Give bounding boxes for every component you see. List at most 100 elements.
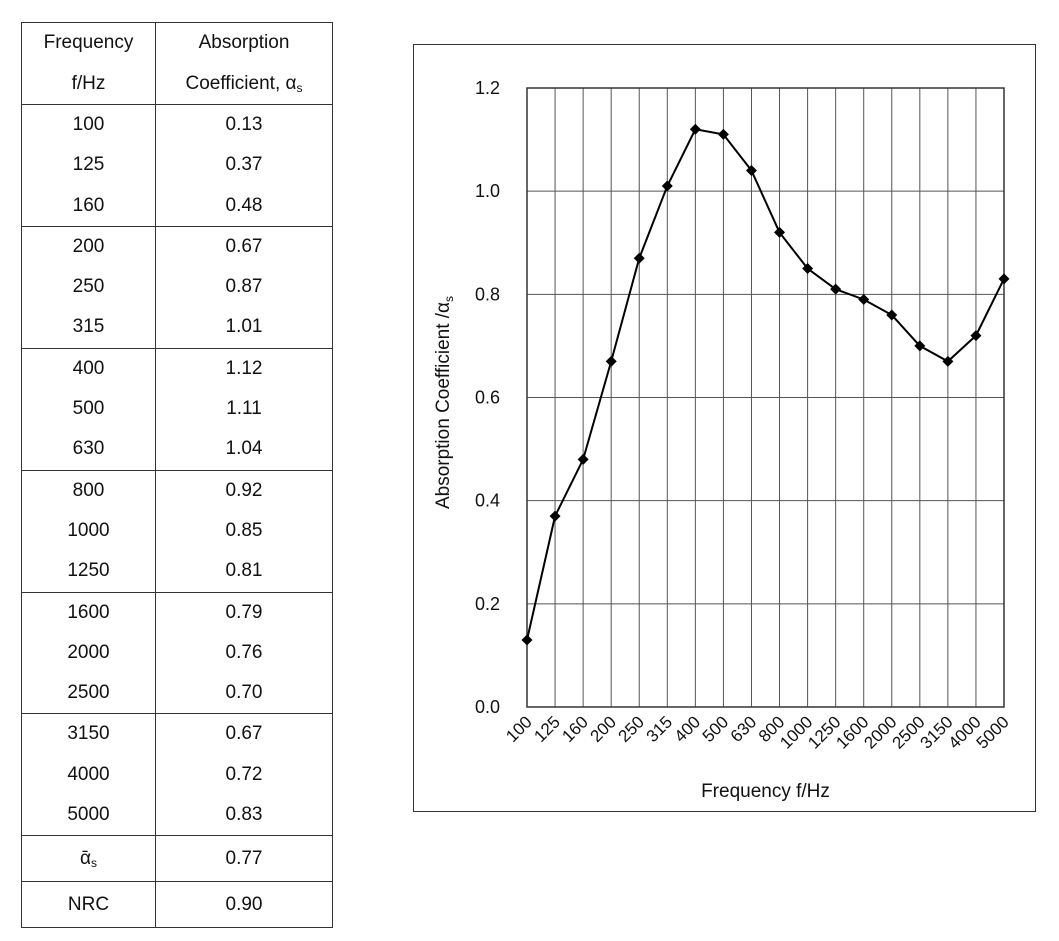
- y-axis-label-subscript: s: [442, 296, 456, 302]
- coefficient-value: 1.04: [225, 438, 263, 460]
- x-tick-label: 630: [727, 712, 760, 745]
- data-point-marker: [886, 309, 898, 321]
- coefficient-cell: 0.13 0.37 0.48: [156, 105, 332, 226]
- frequency-value: 3150: [67, 723, 110, 745]
- data-point-marker: [774, 226, 786, 238]
- coefficient-cell: 0.77: [156, 836, 332, 881]
- data-point-marker: [521, 634, 533, 646]
- table-row: 200 250 315 0.67 0.87 1.01: [22, 225, 332, 348]
- frequency-value: 250: [72, 276, 105, 298]
- series-line: [526, 128, 1005, 641]
- data-point-marker: [802, 263, 814, 275]
- frequency-value: 125: [72, 154, 105, 176]
- coefficient-value: 0.13: [225, 114, 263, 135]
- chart-frame: 0.0 0.2 0.4 0.6 0.8 1.0 1.2 100 125 160 200 250 315 4…: [413, 44, 1036, 812]
- x-tick-label: 5000: [973, 712, 1013, 752]
- data-point-marker: [549, 510, 561, 522]
- coefficient-value: 0.70: [225, 682, 263, 704]
- y-tick-label: 0.6: [475, 388, 500, 408]
- x-tick-label: 100: [502, 712, 535, 745]
- coefficient-value: 0.72: [225, 763, 263, 785]
- frequency-cell: 3150 4000 5000: [22, 714, 156, 836]
- data-point-marker: [942, 355, 954, 367]
- header-frequency: Frequency: [43, 32, 134, 53]
- data-point-marker: [858, 293, 870, 305]
- table-row: 100 125 160 0.13 0.37 0.48: [22, 104, 332, 226]
- data-point-marker: [970, 330, 982, 342]
- data-point-marker: [689, 123, 701, 135]
- frequency-cell: 100 125 160: [22, 105, 156, 226]
- coefficient-value: 1.01: [225, 316, 263, 338]
- header-coefficient-text: Coefficient, α: [185, 72, 297, 94]
- header-coefficient-subscript: s: [296, 80, 303, 95]
- frequency-cell: 400 500 630: [22, 348, 156, 470]
- coefficient-cell: 0.67 0.72 0.83: [156, 714, 332, 835]
- y-tick-label: 1.0: [475, 181, 500, 201]
- header-frequency-unit: f/Hz: [71, 72, 106, 94]
- x-tick-label: 315: [643, 712, 676, 745]
- coefficient-value: 0.85: [225, 519, 263, 541]
- nrc-label: NRC: [67, 894, 110, 916]
- y-tick-label: 0.0: [475, 697, 500, 717]
- frequency-cell: Frequency f/Hz: [22, 23, 156, 104]
- mean-label: ᾱs: [22, 836, 155, 881]
- frequency-cell: ᾱs: [22, 836, 156, 882]
- frequency-value: 2500: [67, 682, 110, 704]
- coefficient-value: 0.48: [225, 194, 263, 216]
- coefficient-cell: Absorption Coefficient, αs: [156, 23, 332, 104]
- header-coefficient: Coefficient, αs: [156, 64, 332, 105]
- data-point-marker: [633, 252, 645, 264]
- frequency-cell: 200 250 315: [22, 226, 156, 348]
- x-tick-label: 500: [699, 712, 732, 745]
- frequency-value: 800: [72, 479, 105, 501]
- table-row: 1600 2000 2500 0.79 0.76 0.70: [22, 591, 332, 714]
- coefficient-cell: 1.12 1.11 1.04: [156, 349, 332, 470]
- frequency-cell: 1600 2000 2500: [22, 592, 156, 714]
- coefficient-value: 0.81: [225, 560, 263, 582]
- frequency-value: 1600: [67, 601, 110, 623]
- y-tick-label: 0.8: [475, 284, 500, 304]
- frequency-value: 100: [72, 114, 105, 135]
- table-row: 3150 4000 5000 0.67 0.72 0.83: [22, 713, 332, 836]
- coefficient-value: 0.67: [225, 723, 263, 745]
- absorption-table: Frequency f/Hz Absorption Coefficient, αs 10…: [21, 22, 333, 929]
- x-tick-label: 160: [558, 712, 591, 745]
- table-row: 800 1000 1250 0.92 0.85 0.81: [22, 469, 332, 592]
- y-tick-label: 0.4: [475, 491, 500, 511]
- table-row: Frequency f/Hz Absorption Coefficient, αs: [22, 23, 332, 104]
- x-tick-label: 250: [615, 712, 648, 745]
- y-axis-label: Absorption Coefficient /αs: [433, 296, 456, 509]
- coefficient-value: 0.79: [225, 601, 263, 623]
- absorption-chart: 0.0 0.2 0.4 0.6 0.8 1.0 1.2 1001251602002503154…: [433, 78, 1013, 802]
- frequency-value: 500: [72, 398, 105, 420]
- coefficient-cell: 0.92 0.85 0.81: [156, 471, 332, 592]
- coefficient-cell: 0.79 0.76 0.70: [156, 593, 332, 714]
- header-absorption: Absorption: [198, 32, 290, 53]
- data-point-marker: [717, 128, 729, 140]
- coefficient-value: 0.92: [225, 479, 263, 501]
- y-axis-label-text: Absorption Coefficient /α: [433, 302, 454, 509]
- frequency-value: 160: [72, 194, 105, 216]
- table-row: ᾱs 0.77: [22, 835, 332, 882]
- x-axis-label: Frequency f/Hz: [701, 781, 830, 802]
- coefficient-cell: 0.67 0.87 1.01: [156, 227, 332, 348]
- coefficient-cell: 0.90: [156, 882, 332, 927]
- data-point-marker: [998, 273, 1010, 285]
- y-tick-label: 1.2: [475, 78, 500, 98]
- frequency-value: 200: [72, 235, 105, 257]
- data-point-marker: [577, 453, 589, 465]
- frequency-cell: 800 1000 1250: [22, 470, 156, 592]
- data-point-marker: [661, 180, 673, 192]
- frequency-cell: NRC: [22, 882, 156, 928]
- table-row: 400 500 630 1.12 1.11 1.04: [22, 347, 332, 470]
- frequency-value: 2000: [67, 641, 110, 663]
- x-tick-label: 400: [671, 712, 704, 745]
- nrc-value: 0.90: [225, 894, 263, 916]
- mean-value: 0.77: [225, 848, 263, 870]
- mean-label-text: ᾱ: [80, 848, 91, 870]
- data-point-marker: [830, 283, 842, 295]
- data-point-marker: [745, 165, 757, 177]
- frequency-value: 1250: [67, 560, 110, 582]
- table-row: NRC 0.90: [22, 881, 332, 928]
- y-tick-label: 0.2: [475, 594, 500, 614]
